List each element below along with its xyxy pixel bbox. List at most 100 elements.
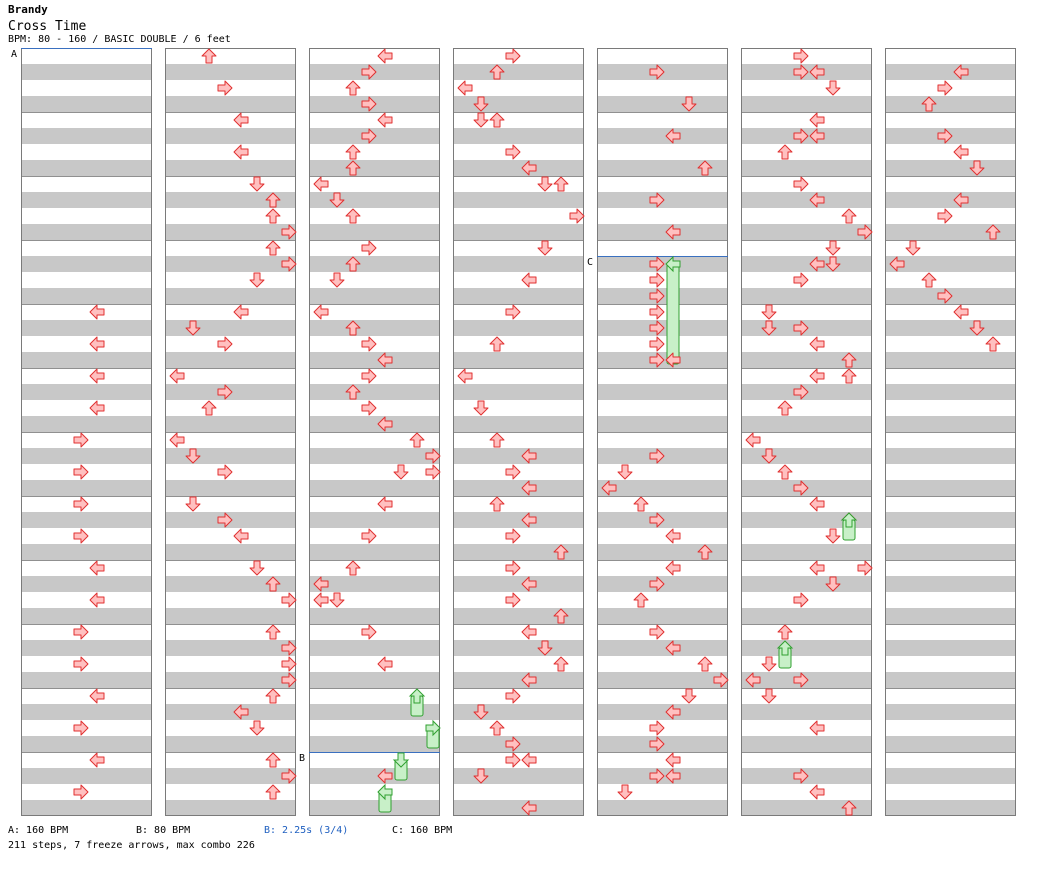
beat-stripe bbox=[741, 288, 872, 304]
arrow-icon bbox=[665, 128, 681, 144]
beat-stripe bbox=[21, 608, 152, 624]
chart-column bbox=[885, 48, 1016, 816]
chart-stats: 211 steps, 7 freeze arrows, max combo 22… bbox=[8, 840, 255, 851]
beat-stripe bbox=[21, 448, 152, 464]
arrow-icon bbox=[521, 448, 537, 464]
arrow-icon bbox=[521, 512, 537, 528]
arrow-icon bbox=[761, 688, 777, 704]
arrow-icon bbox=[281, 768, 297, 784]
beat-stripe bbox=[741, 576, 872, 592]
arrow-icon bbox=[857, 560, 873, 576]
arrow-icon bbox=[665, 528, 681, 544]
arrow-icon bbox=[265, 784, 281, 800]
song-title: Cross Time bbox=[8, 19, 87, 34]
arrow-icon bbox=[265, 192, 281, 208]
beat-stripe bbox=[597, 96, 728, 112]
beat-stripe bbox=[453, 128, 584, 144]
beat-stripe bbox=[453, 192, 584, 208]
arrow-icon bbox=[377, 352, 393, 368]
beat-stripe bbox=[21, 512, 152, 528]
arrow-icon bbox=[361, 400, 377, 416]
arrow-icon bbox=[281, 224, 297, 240]
arrow-icon bbox=[73, 496, 89, 512]
beat-stripe bbox=[885, 192, 1016, 208]
arrow-icon bbox=[649, 272, 665, 288]
beat-stripe bbox=[309, 448, 440, 464]
arrow-icon bbox=[345, 80, 361, 96]
freeze-head-icon bbox=[377, 783, 393, 801]
arrow-icon bbox=[809, 368, 825, 384]
beat-stripe bbox=[885, 704, 1016, 720]
arrow-icon bbox=[345, 144, 361, 160]
arrow-icon bbox=[345, 160, 361, 176]
arrow-icon bbox=[489, 64, 505, 80]
arrow-icon bbox=[985, 336, 1001, 352]
beat-stripe bbox=[885, 768, 1016, 784]
beat-stripe bbox=[597, 416, 728, 432]
arrow-icon bbox=[489, 112, 505, 128]
beat-stripe bbox=[741, 352, 872, 368]
arrow-icon bbox=[905, 240, 921, 256]
arrow-icon bbox=[521, 752, 537, 768]
arrow-icon bbox=[73, 624, 89, 640]
arrow-icon bbox=[793, 176, 809, 192]
beat-stripe bbox=[741, 608, 872, 624]
beat-stripe bbox=[21, 192, 152, 208]
arrow-icon bbox=[809, 496, 825, 512]
arrow-icon bbox=[665, 640, 681, 656]
arrow-icon bbox=[329, 272, 345, 288]
arrow-icon bbox=[233, 704, 249, 720]
arrow-icon bbox=[825, 256, 841, 272]
arrow-icon bbox=[169, 432, 185, 448]
freeze-head-icon bbox=[392, 752, 410, 768]
beat-stripe bbox=[885, 512, 1016, 528]
arrow-icon bbox=[73, 528, 89, 544]
arrow-icon bbox=[185, 496, 201, 512]
beat-stripe bbox=[885, 160, 1016, 176]
beat-stripe bbox=[885, 224, 1016, 240]
beat-stripe bbox=[885, 736, 1016, 752]
arrow-icon bbox=[649, 768, 665, 784]
arrow-icon bbox=[665, 560, 681, 576]
arrow-icon bbox=[649, 448, 665, 464]
arrow-icon bbox=[889, 256, 905, 272]
arrow-icon bbox=[777, 144, 793, 160]
arrow-icon bbox=[953, 144, 969, 160]
arrow-icon bbox=[841, 352, 857, 368]
arrow-icon bbox=[825, 576, 841, 592]
arrow-icon bbox=[73, 432, 89, 448]
arrow-icon bbox=[265, 240, 281, 256]
arrow-icon bbox=[809, 784, 825, 800]
arrow-icon bbox=[361, 528, 377, 544]
arrow-icon bbox=[377, 496, 393, 512]
arrow-icon bbox=[249, 272, 265, 288]
beat-stripe bbox=[885, 640, 1016, 656]
beat-stripe bbox=[165, 672, 296, 688]
arrow-icon bbox=[89, 368, 105, 384]
arrow-icon bbox=[281, 640, 297, 656]
arrow-icon bbox=[505, 592, 521, 608]
arrow-icon bbox=[569, 208, 585, 224]
arrow-icon bbox=[265, 752, 281, 768]
arrow-icon bbox=[473, 704, 489, 720]
arrow-icon bbox=[665, 768, 681, 784]
arrow-icon bbox=[937, 288, 953, 304]
arrow-icon bbox=[857, 224, 873, 240]
bpm-b: B: 80 BPM bbox=[136, 825, 191, 836]
arrow-icon bbox=[761, 448, 777, 464]
beat-stripe bbox=[21, 640, 152, 656]
beat-stripe bbox=[165, 480, 296, 496]
beat-stripe bbox=[165, 768, 296, 784]
arrow-icon bbox=[793, 128, 809, 144]
beat-stripe bbox=[309, 416, 440, 432]
beat-stripe bbox=[165, 192, 296, 208]
arrow-icon bbox=[233, 528, 249, 544]
beat-stripe bbox=[165, 576, 296, 592]
arrow-icon bbox=[681, 96, 697, 112]
arrow-icon bbox=[201, 48, 217, 64]
arrow-icon bbox=[649, 736, 665, 752]
beat-stripe bbox=[165, 640, 296, 656]
arrow-icon bbox=[649, 576, 665, 592]
beat-stripe bbox=[309, 384, 440, 400]
beat-stripe bbox=[453, 352, 584, 368]
